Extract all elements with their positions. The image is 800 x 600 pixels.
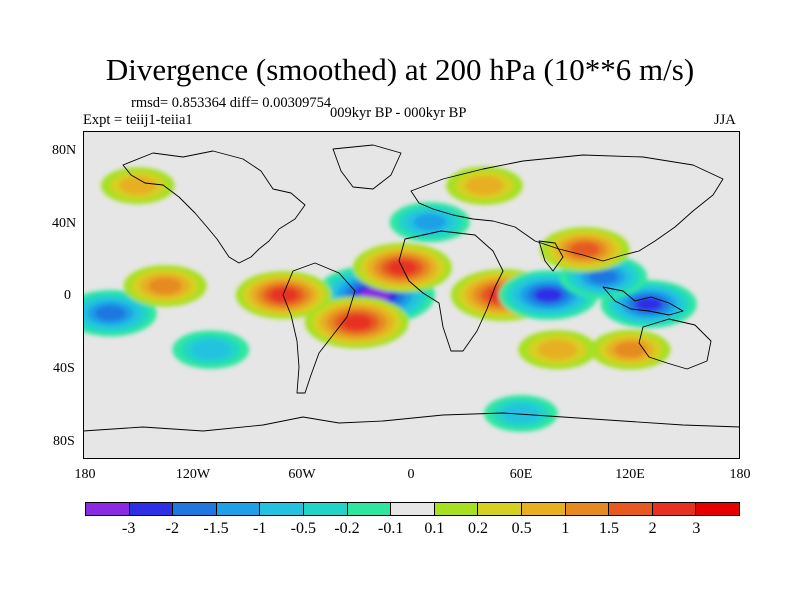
lon-label-60e: 60E bbox=[509, 467, 533, 482]
colorbar-tick-label: -1 bbox=[252, 520, 267, 537]
lon-label-120w: 120W bbox=[175, 467, 211, 482]
colorbar-swatch bbox=[434, 503, 479, 515]
field-contour bbox=[276, 291, 291, 299]
field-contour bbox=[622, 345, 639, 354]
coastline-indonesia bbox=[602, 286, 684, 316]
colorbar-swatch bbox=[303, 503, 348, 515]
colorbar-tick-label: -2 bbox=[165, 520, 179, 537]
coastline-north-america bbox=[122, 150, 306, 264]
colorbar-tick-label: -0.5 bbox=[290, 520, 316, 537]
colorbar-swatch bbox=[391, 503, 435, 515]
experiment-label: Expt = teiij1-teiia1 bbox=[83, 112, 193, 128]
field-contour bbox=[201, 344, 221, 355]
field-contour bbox=[547, 344, 568, 355]
colorbar-swatch bbox=[347, 503, 392, 515]
divergence-map bbox=[83, 144, 740, 432]
colorbar-tick-label: -0.2 bbox=[334, 520, 360, 537]
lat-label-40n: 40N bbox=[52, 216, 77, 231]
coastline-antarctica bbox=[83, 412, 740, 432]
period-label: 009kyr BP - 000kyr BP bbox=[330, 105, 467, 121]
field-contour bbox=[511, 408, 531, 419]
coastline-australia bbox=[638, 318, 712, 370]
field-contour bbox=[102, 309, 119, 318]
colorbar-swatch bbox=[173, 503, 217, 515]
field-contour bbox=[541, 291, 556, 299]
lat-label-80n: 80N bbox=[52, 143, 77, 158]
field-contour bbox=[349, 318, 365, 327]
plot-title: Divergence (smoothed) at 200 hPa (10**6 … bbox=[105, 52, 695, 87]
colorbar-tick-label: 0.2 bbox=[468, 520, 488, 537]
field-contour bbox=[577, 245, 593, 254]
coastline-africa bbox=[398, 230, 504, 352]
colorbar-swatch bbox=[216, 503, 261, 515]
colorbar-swatch bbox=[521, 503, 566, 515]
colorbar-swatch bbox=[478, 503, 522, 515]
colorbar-tick-label: 1.5 bbox=[599, 520, 619, 537]
field-contour bbox=[474, 180, 495, 191]
colorbar-tick-label: 0.5 bbox=[511, 520, 532, 537]
stats-text: rmsd= 0.853364 diff= 0.00309754 bbox=[131, 95, 332, 111]
colorbar-tick-label: 3 bbox=[692, 520, 701, 537]
lat-label-40s: 40S bbox=[53, 361, 75, 376]
field-contour bbox=[367, 291, 383, 299]
colorbar-swatch bbox=[129, 503, 174, 515]
colorbar-swatch bbox=[652, 503, 697, 515]
colorbar-tick-label: -0.1 bbox=[377, 520, 404, 537]
lon-label-180w: 180 bbox=[74, 467, 96, 482]
field-contour bbox=[595, 273, 611, 281]
colorbar-tick-label: -1.5 bbox=[203, 520, 229, 537]
map-plot-area bbox=[83, 131, 740, 459]
lon-label-0: 0 bbox=[407, 467, 415, 482]
coastline-greenland bbox=[332, 144, 402, 190]
colorbar-swatch bbox=[609, 503, 653, 515]
colorbar-swatch bbox=[696, 503, 739, 515]
lat-label-80s: 80S bbox=[53, 434, 75, 449]
coastline-south-america bbox=[282, 262, 356, 394]
colorbar-swatch bbox=[260, 503, 304, 515]
colorbar-swatch bbox=[86, 503, 130, 515]
colorbar-tick-label: 2 bbox=[648, 520, 657, 537]
season-label: JJA bbox=[714, 112, 736, 128]
field-contour bbox=[128, 181, 147, 191]
colorbar-tick-label: 1 bbox=[561, 520, 570, 537]
colorbar-tick-label: -3 bbox=[121, 520, 136, 537]
field-contour bbox=[641, 300, 656, 308]
lat-label-eq: 0 bbox=[64, 288, 71, 303]
colorbar-tick-label: 0.1 bbox=[424, 520, 445, 537]
colorbar bbox=[85, 502, 740, 516]
lon-label-60w: 60W bbox=[288, 467, 316, 482]
lon-label-180e: 180 bbox=[729, 467, 751, 482]
lon-label-120e: 120E bbox=[615, 467, 645, 482]
colorbar-swatch bbox=[565, 503, 610, 515]
coastline-eurasia bbox=[410, 154, 724, 262]
coastline-india bbox=[538, 240, 564, 272]
field-contour bbox=[156, 281, 174, 291]
field-contour bbox=[421, 218, 438, 227]
